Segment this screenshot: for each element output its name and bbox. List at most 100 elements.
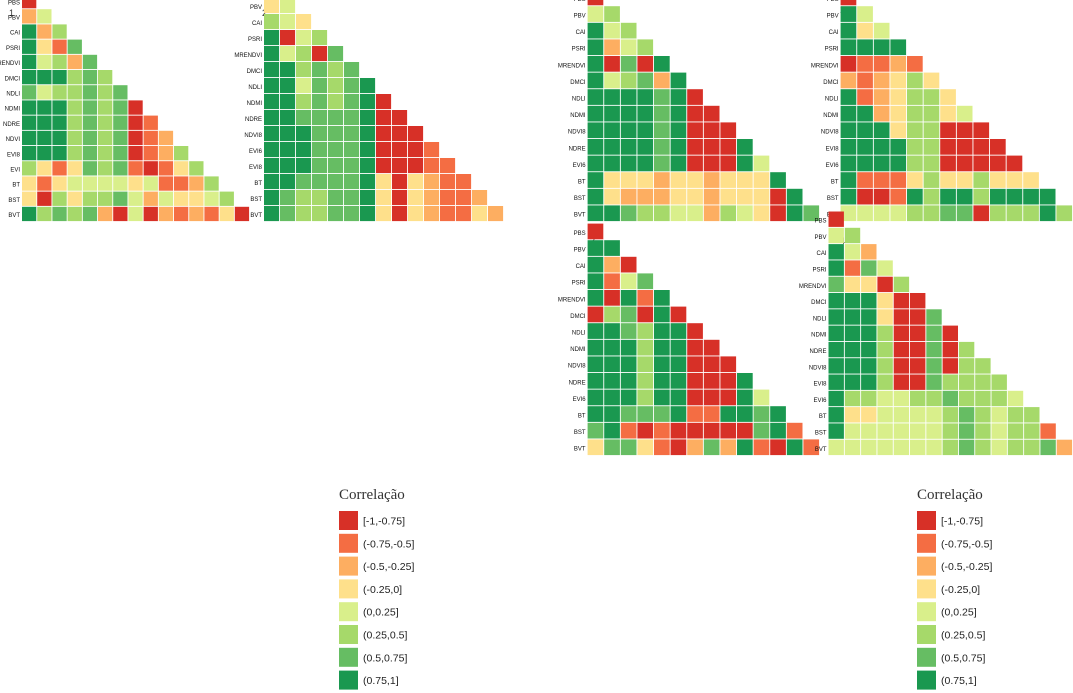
variable-label: BVT (574, 213, 586, 219)
correlation-cell (604, 406, 620, 422)
correlation-cell (940, 105, 956, 122)
correlation-cell (604, 439, 620, 456)
variable-label: PSRI (572, 47, 586, 53)
correlation-cell (408, 206, 424, 222)
correlation-cell (991, 423, 1007, 439)
correlation-cell (456, 174, 472, 190)
variable-label: NDLI (572, 96, 586, 102)
correlation-cell (923, 172, 940, 188)
correlation-cell (1007, 423, 1024, 439)
correlation-cell (296, 110, 312, 126)
correlation-cell (424, 174, 440, 190)
correlogram-panel-4: 2BVTBSTBTEVI6EVI8NDVI8NDMINDLIDMCIMRENDV… (811, 0, 1073, 222)
correlation-cell (328, 46, 344, 62)
variable-label: EVI8 (826, 146, 840, 152)
correlation-cell (1056, 439, 1073, 456)
correlation-cell (37, 39, 52, 54)
correlation-cell (1040, 423, 1056, 439)
correlation-cell (770, 205, 786, 222)
correlation-cell (22, 54, 37, 70)
variable-label: DMCI (570, 80, 586, 86)
correlation-cell (840, 155, 857, 172)
correlation-cell (720, 155, 737, 172)
correlation-cell (973, 188, 990, 205)
correlation-cell (654, 389, 670, 406)
correlation-cell (1007, 407, 1024, 423)
correlation-cell (98, 130, 113, 146)
correlation-cell (670, 122, 687, 139)
correlation-cell (786, 422, 803, 439)
variable-label: EVI6 (573, 397, 587, 403)
correlation-cell (328, 62, 344, 78)
correlation-cell (890, 188, 907, 205)
correlation-cell (22, 206, 37, 222)
correlation-cell (703, 205, 720, 222)
correlation-cell (907, 139, 923, 155)
correlation-cell (82, 54, 98, 70)
variable-label: DMCI (570, 314, 586, 320)
correlogram-panel-3: 1BVTBSTBTEVI6NDRENDVI8NDMINDLIDMCIMRENDV… (558, 0, 820, 222)
correlation-cell (587, 22, 604, 39)
correlation-cell (296, 206, 312, 222)
correlation-cell (956, 188, 973, 205)
correlation-cell (620, 373, 637, 389)
correlation-cell (456, 190, 472, 206)
correlation-cell (22, 85, 37, 100)
correlation-cell (973, 172, 990, 188)
correlation-cell (861, 293, 877, 309)
correlation-cell (67, 130, 82, 146)
variable-label: EVI6 (249, 149, 263, 155)
correlation-cell (52, 39, 67, 54)
legend-swatch (339, 625, 358, 644)
correlation-cell (753, 422, 770, 439)
correlation-cell (654, 205, 670, 222)
correlation-cell (654, 422, 670, 439)
variable-label: BST (250, 197, 262, 203)
correlation-cell (840, 6, 857, 22)
correlation-cell (189, 161, 204, 176)
correlation-cell (654, 406, 670, 422)
correlation-cell (52, 70, 67, 85)
variable-label: BST (827, 196, 839, 202)
correlogram-panel-6: 4BVTBSTBTEVI6EVI8NDVI8NDRENDMINDLIDMCIMR… (799, 211, 1073, 456)
correlation-cell (604, 373, 620, 389)
correlation-cell (328, 174, 344, 190)
correlation-cell (737, 139, 753, 155)
correlation-cell (37, 191, 52, 206)
correlation-cell (956, 139, 973, 155)
correlation-cell (923, 188, 940, 205)
correlation-cell (687, 406, 703, 422)
correlation-cell (37, 206, 52, 222)
correlation-cell (312, 174, 328, 190)
correlation-cell (296, 46, 312, 62)
correlation-cell (22, 70, 37, 85)
correlation-cell (890, 72, 907, 89)
correlation-cell (344, 206, 360, 222)
correlation-cell (687, 155, 703, 172)
correlation-cell (654, 122, 670, 139)
correlation-cell (67, 100, 82, 115)
variable-label: DMCI (247, 69, 263, 75)
correlation-cell (973, 205, 990, 222)
correlation-cell (670, 406, 687, 422)
correlation-cell (923, 155, 940, 172)
correlation-cell (861, 407, 877, 423)
variable-label: NDLI (572, 330, 586, 336)
variable-label: NDRE (569, 380, 586, 386)
legend-item-label: (-0.75,-0.5] (363, 538, 414, 550)
correlation-cell (720, 122, 737, 139)
correlation-cell (873, 205, 890, 222)
correlation-cell (654, 105, 670, 122)
correlation-cell (344, 126, 360, 142)
correlation-cell (942, 407, 958, 423)
correlation-cell (1006, 172, 1023, 188)
correlation-cell (637, 356, 654, 373)
correlation-cell (687, 356, 703, 373)
legend-item-label: (-0.5,-0.25] (941, 561, 992, 573)
correlation-cell (587, 356, 604, 373)
correlation-cell (991, 439, 1007, 456)
correlation-cell (975, 374, 991, 390)
correlation-cell (328, 94, 344, 110)
correlation-cell (958, 341, 975, 358)
correlation-cell (844, 227, 861, 244)
